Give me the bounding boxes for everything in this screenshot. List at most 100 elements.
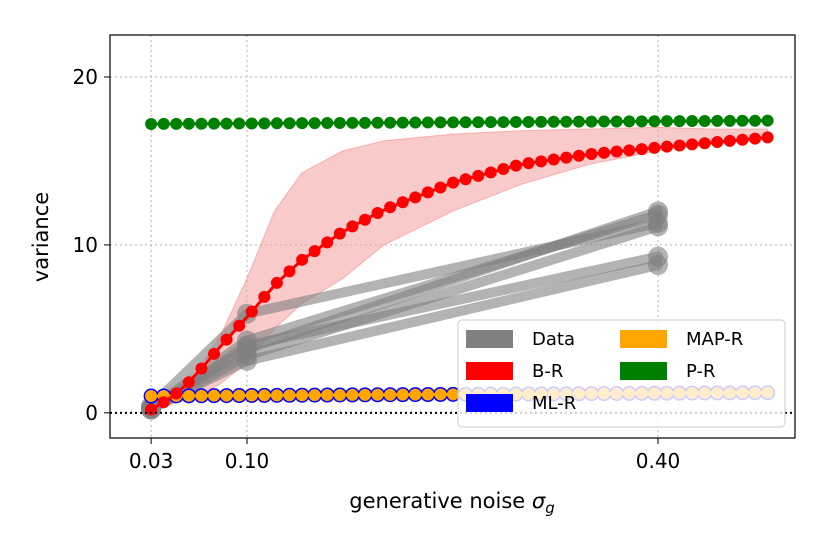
pr-point-4 <box>195 117 208 130</box>
br-point-34 <box>572 149 585 162</box>
mapr-point-20 <box>396 388 409 401</box>
legend-label-data: Data <box>532 329 575 350</box>
pr-point-6 <box>220 117 233 130</box>
pr-point-19 <box>384 116 397 129</box>
br-point-12 <box>296 253 309 266</box>
mapr-point-16 <box>346 388 359 401</box>
pr-point-3 <box>182 117 195 130</box>
pr-point-21 <box>409 116 422 129</box>
br-point-44 <box>698 137 711 150</box>
pr-point-11 <box>283 117 296 130</box>
pr-point-36 <box>598 115 611 128</box>
mapr-point-21 <box>409 388 422 401</box>
br-point-31 <box>535 155 548 168</box>
pr-point-48 <box>749 114 762 127</box>
pr-point-49 <box>761 114 774 127</box>
pr-point-24 <box>447 116 460 129</box>
br-point-49 <box>761 131 774 144</box>
br-point-3 <box>182 376 195 389</box>
legend-swatch-data <box>466 330 513 348</box>
br-point-38 <box>623 144 636 157</box>
pr-point-39 <box>635 115 648 128</box>
mapr-point-7 <box>233 389 246 402</box>
pr-point-2 <box>170 117 183 130</box>
mapr-point-22 <box>421 388 434 401</box>
data-point-2-2 <box>648 201 668 222</box>
y-tick-label-1: 10 <box>73 233 98 257</box>
pr-point-26 <box>472 116 485 129</box>
br-point-15 <box>333 227 346 240</box>
pr-point-45 <box>711 114 724 127</box>
br-point-33 <box>560 151 573 164</box>
br-point-16 <box>346 220 359 233</box>
pr-point-12 <box>296 117 309 130</box>
legend-swatch-mlr <box>466 394 513 412</box>
mapr-point-4 <box>195 389 208 402</box>
legend-label-pr: P-R <box>686 361 715 382</box>
pr-point-9 <box>258 117 271 130</box>
legend-swatch-pr <box>620 362 667 380</box>
br-point-9 <box>258 290 271 303</box>
br-point-37 <box>610 145 623 158</box>
pr-point-41 <box>660 115 673 128</box>
br-point-8 <box>245 305 258 318</box>
pr-point-17 <box>358 116 371 129</box>
br-point-2 <box>170 387 183 400</box>
pr-point-0 <box>145 117 158 130</box>
br-point-45 <box>711 136 724 149</box>
br-point-23 <box>434 181 447 194</box>
mapr-point-23 <box>434 388 447 401</box>
br-point-43 <box>686 138 699 151</box>
legend-label-br: B-R <box>532 361 563 382</box>
x-axis-label: generative noise σg <box>349 489 554 517</box>
pr-point-46 <box>723 114 736 127</box>
mapr-point-3 <box>182 389 195 402</box>
legend-swatch-br <box>466 362 513 380</box>
pr-point-23 <box>434 116 447 129</box>
x-tick-label-0: 0.03 <box>129 449 174 473</box>
pr-point-37 <box>610 115 623 128</box>
br-point-4 <box>195 362 208 375</box>
br-point-29 <box>509 159 522 172</box>
br-point-6 <box>220 333 233 346</box>
mapr-point-8 <box>245 389 258 402</box>
pr-point-38 <box>623 115 636 128</box>
mapr-point-5 <box>208 389 221 402</box>
br-point-32 <box>547 153 560 166</box>
plot-frame <box>109 34 796 439</box>
br-point-40 <box>648 141 661 154</box>
br-point-22 <box>421 186 434 199</box>
pr-point-7 <box>233 117 246 130</box>
pr-point-13 <box>308 117 321 130</box>
mapr-point-13 <box>308 389 321 402</box>
br-point-13 <box>308 245 321 258</box>
pr-point-25 <box>459 116 472 129</box>
mapr-point-12 <box>296 389 309 402</box>
br-point-5 <box>208 347 221 360</box>
pr-point-47 <box>736 114 749 127</box>
pr-point-34 <box>572 115 585 128</box>
mapr-point-9 <box>258 389 271 402</box>
pr-point-14 <box>321 117 334 130</box>
pr-point-30 <box>522 115 535 128</box>
pr-point-33 <box>560 115 573 128</box>
br-point-26 <box>472 169 485 182</box>
br-point-39 <box>635 143 648 156</box>
br-point-46 <box>723 134 736 147</box>
pr-point-22 <box>421 116 434 129</box>
x-tick-label-2: 0.40 <box>636 449 681 473</box>
y-tick-label-0: 0 <box>85 401 98 425</box>
pr-point-44 <box>698 114 711 127</box>
mapr-point-17 <box>358 388 371 401</box>
mapr-point-18 <box>371 388 384 401</box>
br-point-28 <box>497 163 510 176</box>
br-point-7 <box>233 319 246 332</box>
pr-point-32 <box>547 115 560 128</box>
pr-point-1 <box>157 117 170 130</box>
data-point-5-2 <box>648 216 668 237</box>
data-point-4-2 <box>648 255 668 276</box>
x-tick-label-1: 0.10 <box>225 449 270 473</box>
pr-point-5 <box>208 117 221 130</box>
mapr-point-15 <box>333 388 346 401</box>
pr-point-31 <box>535 115 548 128</box>
